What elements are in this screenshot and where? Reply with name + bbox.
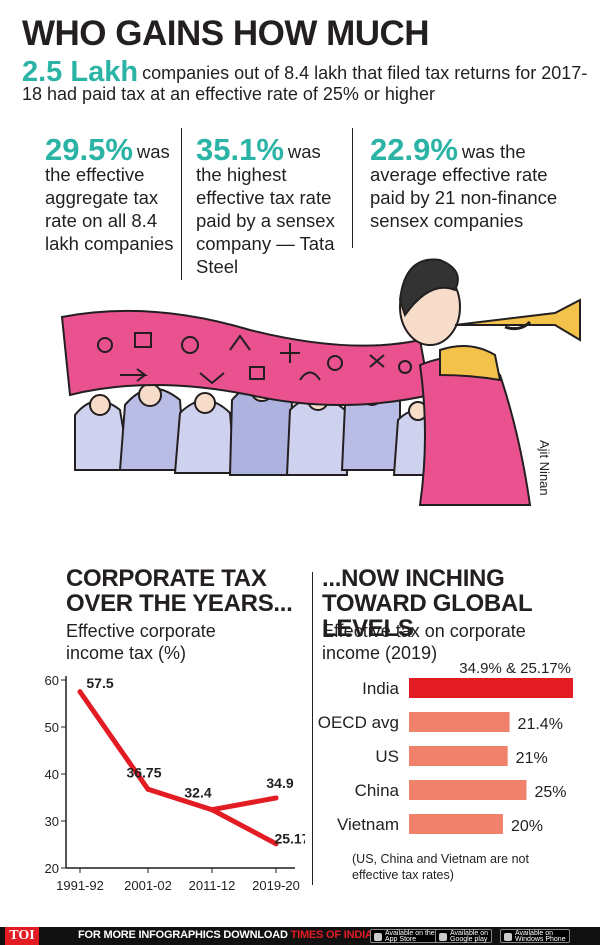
bar-value-label: 21.4% [518, 716, 563, 733]
footer-promo: FOR MORE INFOGRAPHICS DOWNLOAD TIMES OF … [78, 929, 397, 941]
banner-symbols [97, 332, 412, 385]
stat-text: was the effective aggregate tax rate on … [45, 141, 174, 254]
x-tick-label: 2011-12 [189, 878, 236, 893]
bar [409, 678, 573, 698]
stat-text: was the average effective rate paid by 2… [370, 141, 558, 231]
data-label: 32.4 [184, 785, 211, 801]
infographic-title: WHO GAINS HOW MUCH [22, 14, 430, 53]
footer-promo-text: FOR MORE INFOGRAPHICS DOWNLOAD [78, 929, 291, 941]
y-tick-label: 40 [45, 767, 59, 782]
app-store-badge[interactable]: Available on the App Store [370, 929, 439, 943]
stat-value: 35.1% [196, 132, 284, 167]
bar-value-label: 25% [534, 784, 566, 801]
line-chart-title: CORPORATE TAX OVER THE YEARS... [66, 565, 293, 617]
windows-icon [504, 933, 512, 941]
line-chart: 20 30 40 50 60 1991-92 2001-02 2011-12 2019-20 57… [45, 673, 305, 893]
y-tick-label: 60 [45, 673, 59, 688]
bar [409, 780, 527, 800]
bar-category-label: OECD avg [318, 713, 399, 732]
data-point [273, 841, 279, 847]
toi-logo: TOI [5, 927, 39, 945]
bar [409, 814, 503, 834]
x-tick-label: 2019-20 [252, 878, 300, 893]
google-play-badge[interactable]: Available on Google play [435, 929, 493, 943]
bar [409, 712, 510, 732]
bar-chart-note: (US, China and Vietnam are not effective… [352, 852, 529, 882]
crowd-of-people [74, 378, 440, 476]
y-tick-label: 50 [45, 720, 59, 735]
bar-value-label: 21% [516, 750, 548, 767]
series-line [77, 689, 279, 847]
apple-icon [374, 933, 382, 941]
x-tick-label: 1991-92 [56, 878, 104, 893]
lead-value: 2.5 Lakh [22, 56, 139, 88]
footer-bar: TOI FOR MORE INFOGRAPHICS DOWNLOAD TIMES… [0, 927, 600, 945]
stat-highest-rate: 35.1% was the highest effective tax rate … [196, 134, 346, 278]
lead-statement: 2.5 Lakh companies out of 8.4 lakh that f… [22, 58, 592, 105]
line-chart-subtitle: Effective corporate income tax (%) [66, 621, 216, 663]
data-label: 36.75 [126, 764, 161, 780]
bar-value-label: 34.9% & 25.17% [459, 660, 571, 677]
data-point [77, 689, 83, 695]
stat-divider [352, 128, 353, 248]
artist-credit: Ajit Ninan [537, 440, 552, 496]
stat-divider [181, 128, 182, 280]
data-point [273, 795, 279, 801]
data-label: 34.9 [266, 775, 293, 791]
bar [409, 746, 508, 766]
series-line [209, 795, 279, 813]
bar-chart-title: ...NOW INCHING TOWARD GLOBAL LEVELS [322, 565, 532, 642]
woman-with-trumpet [398, 258, 581, 506]
bar-category-label: US [375, 747, 399, 766]
lead-text: companies out of 8.4 lakh that filed tax… [22, 63, 588, 104]
bar-chart-subtitle: Effective tax on corporate income (2019) [322, 621, 526, 663]
bar-value-label: 20% [511, 818, 543, 835]
bar-category-label: Vietnam [337, 815, 399, 834]
stat-text: was the highest effective tax rate paid … [196, 141, 335, 277]
data-label: 57.5 [86, 675, 113, 691]
google-play-icon [439, 933, 447, 941]
data-label: 25.17 [274, 831, 305, 847]
stat-value: 22.9% [370, 132, 458, 167]
data-point [209, 807, 215, 813]
stat-aggregate-rate: 29.5% was the effective aggregate tax rat… [45, 134, 177, 255]
bar-category-label: India [362, 679, 399, 698]
bar-category-label: China [355, 781, 400, 800]
x-tick-label: 2001-02 [124, 878, 172, 893]
y-tick-label: 30 [45, 814, 59, 829]
y-tick-label: 20 [45, 861, 59, 876]
stat-value: 29.5% [45, 132, 133, 167]
chart-divider [312, 572, 313, 885]
bar-chart: India 34.9% & 25.17% OECD avg 21.4% US 21% Chi… [318, 660, 573, 835]
cartoon-illustration [60, 258, 581, 506]
windows-phone-badge[interactable]: Available on Windows Phone [500, 929, 570, 943]
data-point [145, 786, 151, 792]
stat-average-rate: 22.9% was the average effective rate paid… [370, 134, 570, 232]
